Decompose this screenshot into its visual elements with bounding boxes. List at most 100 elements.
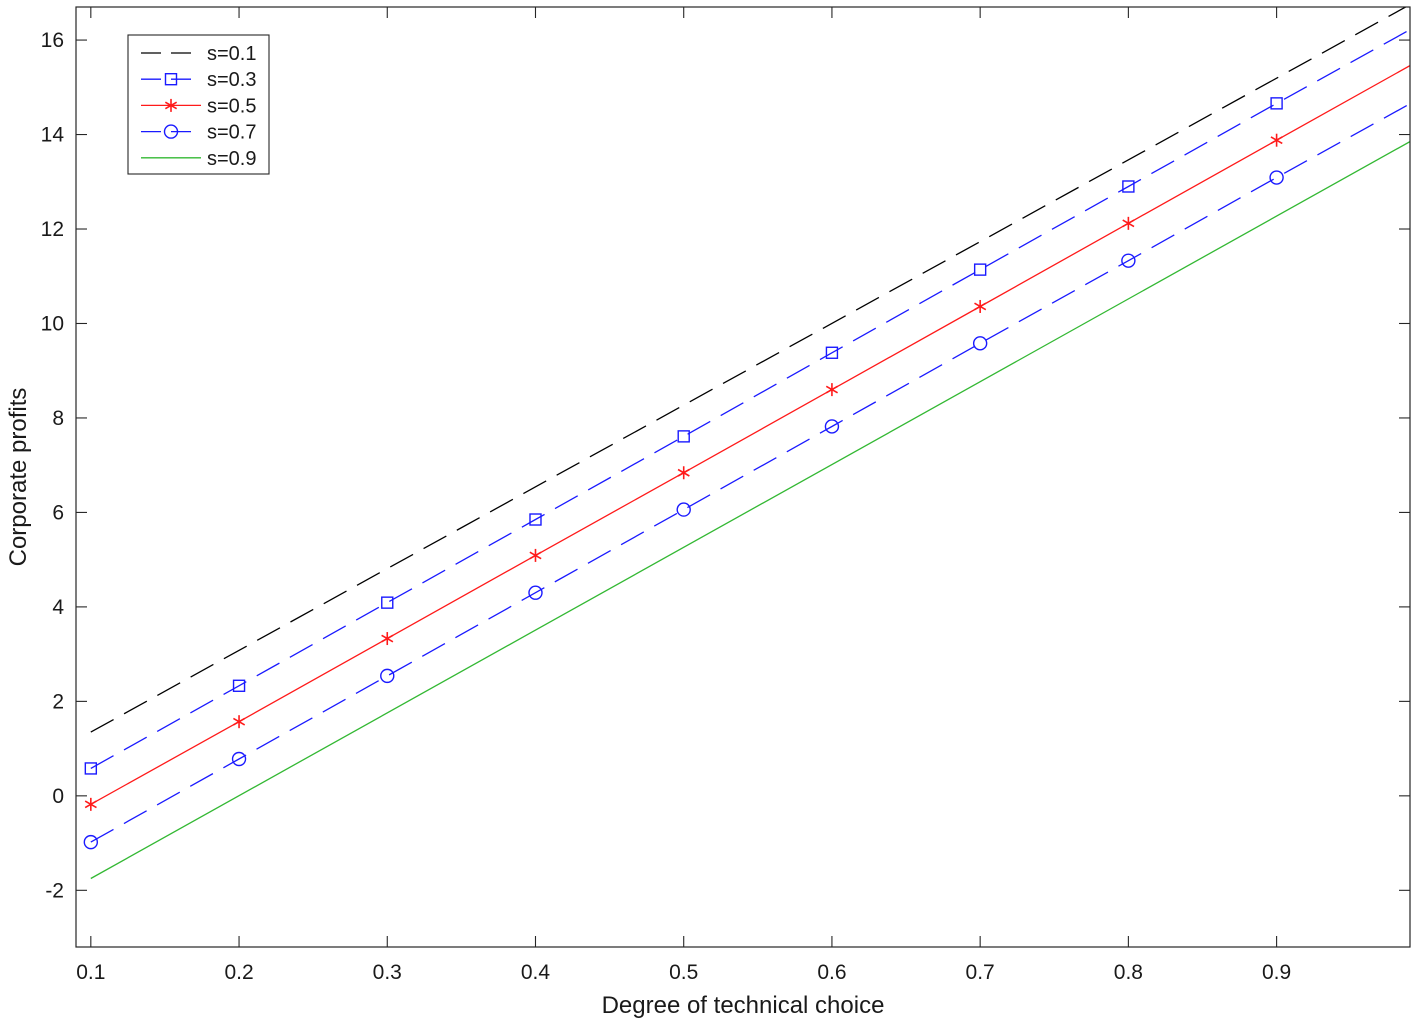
series-4-point bbox=[972, 336, 988, 351]
series-2-point bbox=[381, 596, 394, 609]
axes-box bbox=[75, 6, 1411, 948]
series-4-point bbox=[1121, 253, 1136, 268]
x-tick-label: 0.5 bbox=[669, 961, 698, 984]
series-3-point bbox=[232, 715, 246, 729]
legend-marker-2-shape bbox=[164, 72, 178, 86]
legend-label-2: s=0.3 bbox=[207, 69, 256, 91]
series-3-point-stroke-d2 bbox=[1122, 219, 1135, 228]
y-axis-title: Corporate profits bbox=[5, 388, 32, 567]
x-tick-label: 0.1 bbox=[76, 961, 105, 984]
series-2-point-shape bbox=[529, 513, 542, 526]
series-4-point bbox=[83, 834, 99, 850]
series-3-point-stroke-d2 bbox=[1270, 136, 1283, 145]
x-axis-title: Degree of technical choice bbox=[602, 992, 885, 1019]
series-4-point-shape bbox=[676, 502, 691, 517]
legend-marker-4-shape bbox=[163, 124, 179, 139]
series-3-point-stroke-d2 bbox=[529, 551, 542, 560]
series-3-point-stroke-d2 bbox=[677, 468, 690, 477]
series-3-point bbox=[974, 299, 987, 313]
series-2-point-shape bbox=[825, 346, 839, 359]
legend-label-4: s=0.7 bbox=[207, 122, 256, 144]
legend-marker-3-stroke-d2 bbox=[164, 101, 178, 110]
series-4-point bbox=[528, 585, 543, 600]
y-tick-label: 14 bbox=[41, 124, 65, 147]
series-3-line bbox=[90, 65, 1410, 805]
legend-marker-3 bbox=[164, 98, 178, 112]
series-4-point bbox=[380, 668, 395, 684]
series-3-point bbox=[84, 797, 97, 811]
series-4-point-shape bbox=[824, 419, 840, 434]
series-2-point bbox=[1122, 180, 1135, 193]
series-2-point bbox=[1270, 97, 1283, 110]
series-3-point-stroke-d2 bbox=[84, 800, 97, 809]
series-2-point-shape bbox=[973, 263, 987, 276]
legend: s=0.1 s=0.3 s=0.5 s=0.7 s=0.9 bbox=[127, 34, 270, 175]
series-4-point bbox=[1269, 170, 1284, 185]
x-tick-label: 0.7 bbox=[966, 961, 995, 984]
series-4-point bbox=[676, 502, 691, 517]
series-4-point-shape bbox=[528, 585, 543, 600]
series-3-point-stroke-d2 bbox=[974, 302, 987, 311]
series-2-point bbox=[973, 263, 987, 276]
series-4-point-shape bbox=[972, 336, 988, 351]
series-2-point-shape bbox=[84, 762, 98, 775]
series-3-point-stroke-d2 bbox=[825, 385, 838, 394]
axes: 0.1 0.2 0.3 0.4 0.5 0.6 0.7 0.8 0.9 -2 0 2 4 6 8 10 12 14… bbox=[41, 6, 1411, 984]
legend-marker-2 bbox=[164, 72, 178, 86]
series-2-point-shape bbox=[1270, 97, 1283, 110]
plot-area bbox=[83, 7, 1410, 880]
y-tick-label: -2 bbox=[45, 879, 64, 902]
x-tick-label: 0.3 bbox=[373, 961, 402, 984]
series-4-point-shape bbox=[1269, 170, 1284, 185]
series-3-point bbox=[1270, 133, 1283, 147]
series-4-point-shape bbox=[231, 751, 247, 767]
series-5-line bbox=[90, 141, 1410, 880]
x-tick-label: 0.2 bbox=[224, 961, 253, 984]
series-2 bbox=[84, 29, 1410, 775]
series-3-point-stroke-d2 bbox=[232, 717, 246, 726]
series-2-point bbox=[232, 679, 246, 692]
series-2-point-shape bbox=[381, 596, 394, 609]
y-tick-label: 2 bbox=[52, 690, 64, 713]
y-tick-label: 6 bbox=[52, 501, 64, 524]
series-3-point bbox=[529, 548, 542, 562]
x-tick-label: 0.9 bbox=[1262, 961, 1291, 984]
x-tick-label: 0.8 bbox=[1114, 961, 1143, 984]
series-2-point-shape bbox=[232, 679, 246, 692]
series-4-point-shape bbox=[83, 834, 99, 850]
series-3-point-stroke-d2 bbox=[381, 634, 394, 643]
y-tick-label: 0 bbox=[52, 785, 64, 808]
legend-marker-4 bbox=[163, 124, 179, 139]
series-2-line bbox=[90, 29, 1410, 769]
x-tick-label: 0.6 bbox=[817, 961, 846, 984]
legend-label-3: s=0.5 bbox=[207, 95, 256, 117]
series-3-point bbox=[1122, 216, 1135, 230]
series-2-point-shape bbox=[677, 430, 690, 443]
series-4 bbox=[83, 103, 1410, 850]
x-tick-label: 0.4 bbox=[521, 961, 551, 984]
series-1 bbox=[90, 7, 1407, 733]
series-4-point-shape bbox=[380, 668, 395, 684]
series-4-point bbox=[824, 419, 840, 434]
series-4-point-shape bbox=[1121, 253, 1136, 268]
series-2-point-shape bbox=[1122, 180, 1135, 193]
y-tick-label: 4 bbox=[52, 596, 64, 619]
legend-box bbox=[127, 34, 270, 175]
series-3-point bbox=[381, 632, 394, 646]
y-tick-label: 8 bbox=[52, 407, 64, 430]
series-5 bbox=[90, 141, 1410, 880]
legend-label-5: s=0.9 bbox=[207, 148, 256, 170]
series-3-point bbox=[677, 466, 690, 480]
y-tick-label: 10 bbox=[41, 312, 64, 335]
series-3 bbox=[84, 65, 1410, 811]
series-1-line bbox=[90, 7, 1407, 733]
series-2-point bbox=[825, 346, 839, 359]
series-2-point bbox=[677, 430, 690, 443]
y-tick-label: 16 bbox=[41, 29, 64, 52]
series-4-line bbox=[90, 103, 1410, 843]
series-2-point bbox=[84, 762, 98, 775]
series-3-point bbox=[825, 383, 838, 397]
series-2-point bbox=[529, 513, 542, 526]
y-tick-label: 12 bbox=[41, 218, 64, 241]
